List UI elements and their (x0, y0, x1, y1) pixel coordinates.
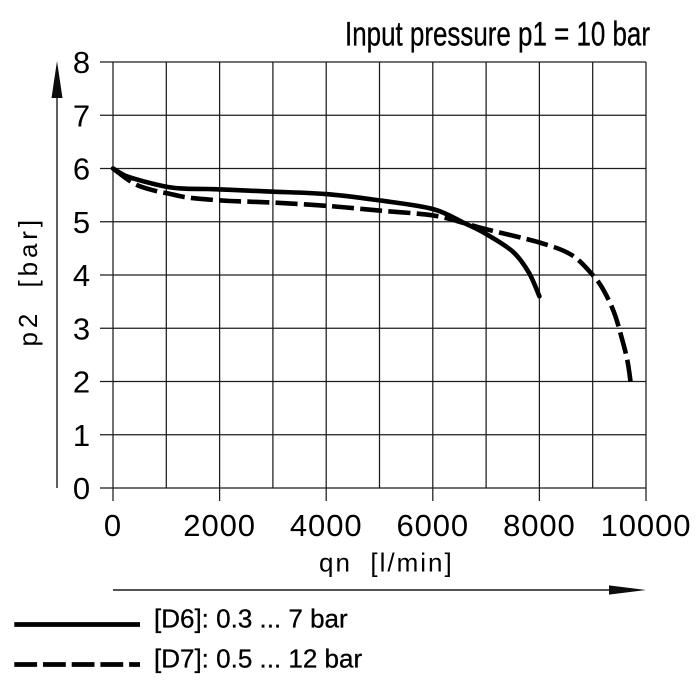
svg-text:6: 6 (73, 152, 91, 187)
svg-text:p2 [bar]: p2 [bar] (13, 216, 43, 347)
svg-text:[D7]: 0.5 ... 12 bar: [D7]: 0.5 ... 12 bar (154, 644, 362, 674)
svg-text:1: 1 (73, 418, 91, 453)
svg-text:0: 0 (73, 471, 91, 506)
svg-text:2: 2 (73, 365, 91, 400)
svg-text:7: 7 (73, 99, 91, 134)
svg-text:8: 8 (73, 45, 91, 80)
svg-text:qn [l/min]: qn [l/min] (319, 548, 454, 578)
svg-text:3: 3 (73, 311, 91, 346)
svg-text:0: 0 (104, 508, 122, 543)
svg-text:[D6]: 0.3 ... 7 bar: [D6]: 0.3 ... 7 bar (154, 604, 348, 634)
svg-text:5: 5 (73, 205, 91, 240)
svg-text:4000: 4000 (290, 508, 363, 543)
svg-text:10000: 10000 (601, 508, 692, 543)
svg-text:Input pressure p1 = 10 bar: Input pressure p1 = 10 bar (345, 16, 650, 53)
svg-text:4: 4 (73, 258, 91, 293)
svg-text:2000: 2000 (183, 508, 256, 543)
svg-text:6000: 6000 (397, 508, 470, 543)
svg-text:8000: 8000 (503, 508, 576, 543)
